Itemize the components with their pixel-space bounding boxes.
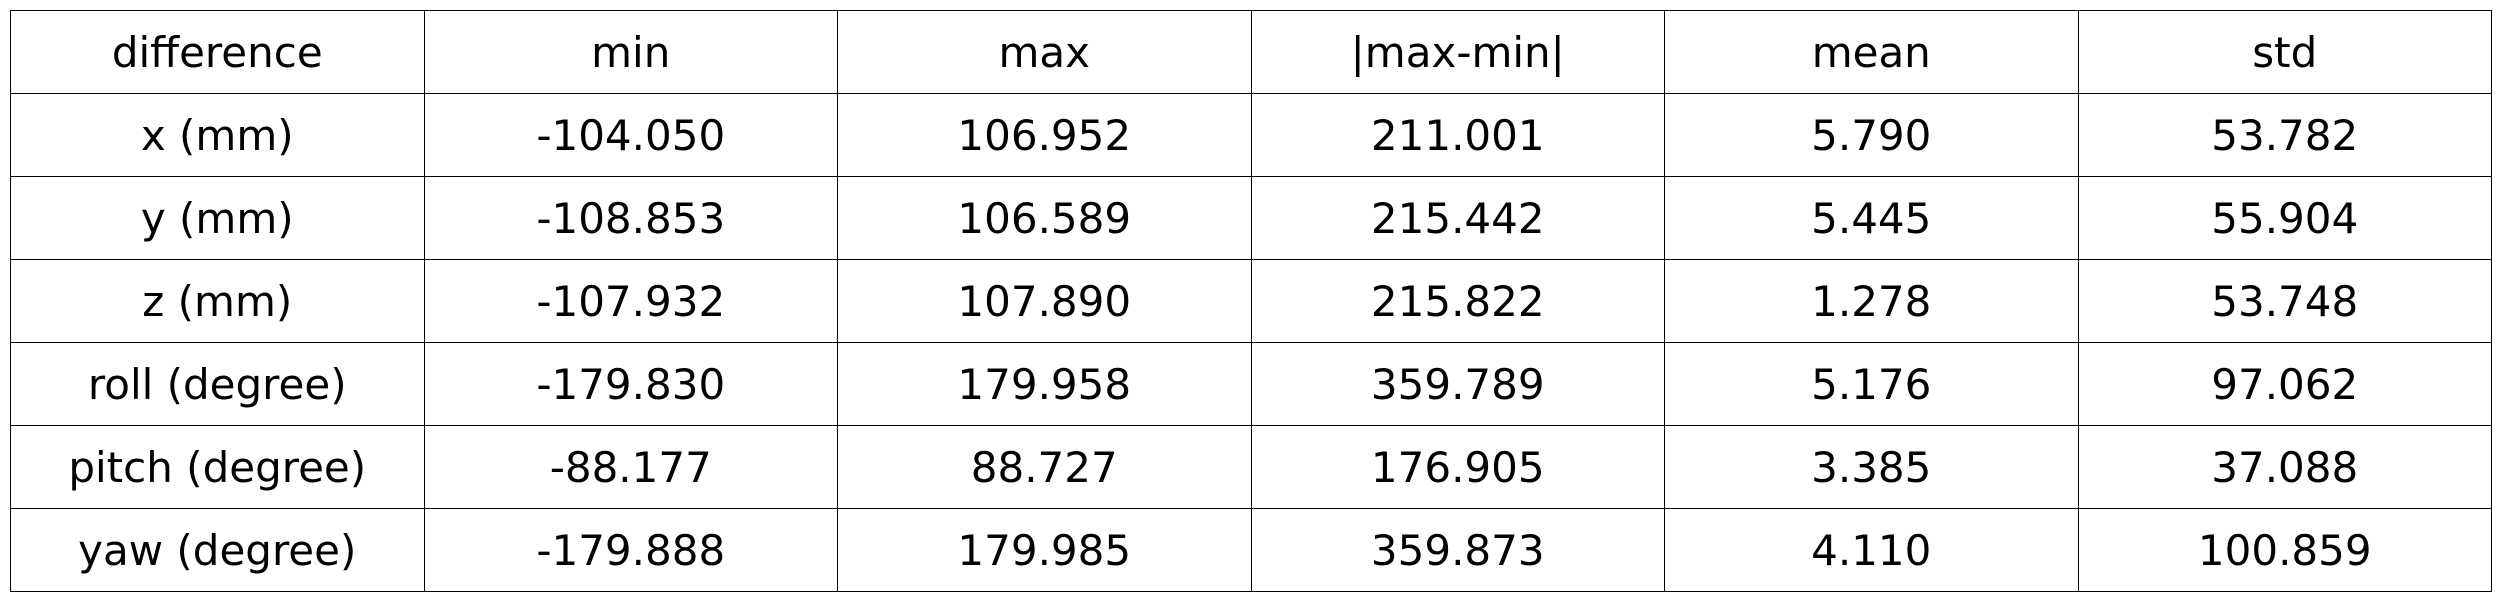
value-cell: 359.873 [1250, 508, 1665, 592]
value-cell: 37.088 [2077, 425, 2492, 509]
table-row: pitch (degree) -88.177 88.727 176.905 3.385 3… [10, 425, 2492, 509]
value-cell: 53.748 [2077, 259, 2492, 343]
value-cell: 359.789 [1250, 342, 1665, 426]
value-cell: 4.110 [1664, 508, 2079, 592]
table-body: x (mm) -104.050 106.952 211.001 5.790 53.782 y… [10, 93, 2492, 592]
value-cell: 179.958 [837, 342, 1252, 426]
value-cell: 106.589 [837, 176, 1252, 260]
value-cell: -108.853 [423, 176, 838, 260]
value-cell: 107.890 [837, 259, 1252, 343]
value-cell: 106.952 [837, 93, 1252, 177]
value-cell: -88.177 [423, 425, 838, 509]
value-cell: -179.888 [423, 508, 838, 592]
table-header-row: difference min max |max-min| mean std [10, 10, 2492, 94]
value-cell: 176.905 [1250, 425, 1665, 509]
row-label-cell: y (mm) [10, 176, 425, 260]
row-label-cell: roll (degree) [10, 342, 425, 426]
value-cell: -179.830 [423, 342, 838, 426]
column-header: difference [10, 10, 425, 94]
column-header: mean [1664, 10, 2079, 94]
value-cell: 3.385 [1664, 425, 2079, 509]
value-cell: 179.985 [837, 508, 1252, 592]
value-cell: 53.782 [2077, 93, 2492, 177]
table-row: z (mm) -107.932 107.890 215.822 1.278 53.748 [10, 259, 2492, 343]
row-label-cell: x (mm) [10, 93, 425, 177]
value-cell: 5.176 [1664, 342, 2079, 426]
value-cell: 215.822 [1250, 259, 1665, 343]
table-row: y (mm) -108.853 106.589 215.442 5.445 55.904 [10, 176, 2492, 260]
column-header: std [2077, 10, 2492, 94]
row-label-cell: z (mm) [10, 259, 425, 343]
table-row: yaw (degree) -179.888 179.985 359.873 4.110 1… [10, 508, 2492, 592]
value-cell: 55.904 [2077, 176, 2492, 260]
value-cell: 5.445 [1664, 176, 2079, 260]
value-cell: 100.859 [2077, 508, 2492, 592]
value-cell: -104.050 [423, 93, 838, 177]
value-cell: -107.932 [423, 259, 838, 343]
value-cell: 5.790 [1664, 93, 2079, 177]
table-row: roll (degree) -179.830 179.958 359.789 5.176… [10, 342, 2492, 426]
value-cell: 1.278 [1664, 259, 2079, 343]
row-label-cell: yaw (degree) [10, 508, 425, 592]
value-cell: 211.001 [1250, 93, 1665, 177]
column-header: max [837, 10, 1252, 94]
column-header: |max-min| [1250, 10, 1665, 94]
value-cell: 215.442 [1250, 176, 1665, 260]
value-cell: 88.727 [837, 425, 1252, 509]
column-header: min [423, 10, 838, 94]
row-label-cell: pitch (degree) [10, 425, 425, 509]
value-cell: 97.062 [2077, 342, 2492, 426]
table-row: x (mm) -104.050 106.952 211.001 5.790 53.782 [10, 93, 2492, 177]
statistics-table: difference min max |max-min| mean std x (mm) -… [10, 10, 2492, 592]
